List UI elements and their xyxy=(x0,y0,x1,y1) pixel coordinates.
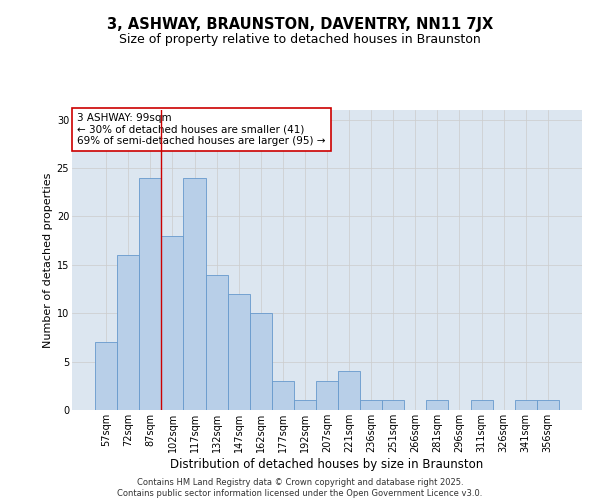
Bar xyxy=(360,400,382,410)
Bar xyxy=(161,236,184,410)
Bar xyxy=(470,400,493,410)
Bar xyxy=(338,372,360,410)
Bar xyxy=(427,400,448,410)
Text: 3 ASHWAY: 99sqm
← 30% of detached houses are smaller (41)
69% of semi-detached h: 3 ASHWAY: 99sqm ← 30% of detached houses… xyxy=(77,113,326,146)
Bar xyxy=(139,178,161,410)
Bar xyxy=(206,274,227,410)
Bar xyxy=(227,294,250,410)
Y-axis label: Number of detached properties: Number of detached properties xyxy=(43,172,53,348)
Text: Size of property relative to detached houses in Braunston: Size of property relative to detached ho… xyxy=(119,32,481,46)
Bar xyxy=(294,400,316,410)
Bar xyxy=(117,255,139,410)
Bar xyxy=(316,381,338,410)
Bar xyxy=(537,400,559,410)
X-axis label: Distribution of detached houses by size in Braunston: Distribution of detached houses by size … xyxy=(170,458,484,470)
Bar xyxy=(515,400,537,410)
Bar xyxy=(250,313,272,410)
Text: 3, ASHWAY, BRAUNSTON, DAVENTRY, NN11 7JX: 3, ASHWAY, BRAUNSTON, DAVENTRY, NN11 7JX xyxy=(107,18,493,32)
Bar xyxy=(184,178,206,410)
Bar xyxy=(272,381,294,410)
Text: Contains HM Land Registry data © Crown copyright and database right 2025.
Contai: Contains HM Land Registry data © Crown c… xyxy=(118,478,482,498)
Bar xyxy=(95,342,117,410)
Bar xyxy=(382,400,404,410)
